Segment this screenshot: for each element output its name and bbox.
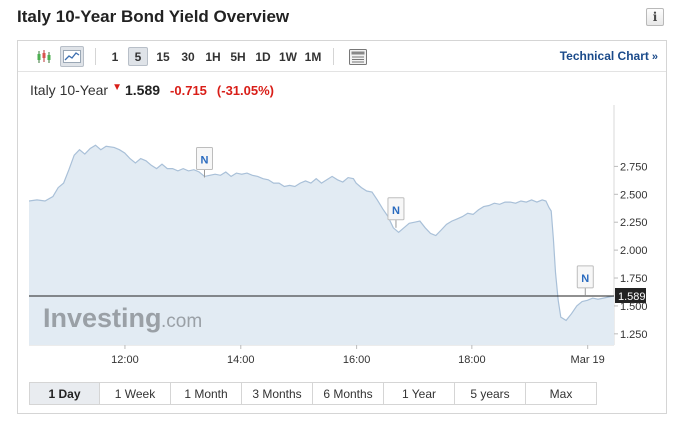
page-title: Italy 10-Year Bond Yield Overview <box>17 7 290 26</box>
watermark-brand: Investing <box>43 303 162 333</box>
area-chart-icon[interactable] <box>60 46 84 67</box>
instrument-name: Italy 10-Year <box>30 82 109 98</box>
candlestick-icon[interactable] <box>32 46 56 67</box>
yield-chart[interactable]: Investing .com 1.589 N N N 2.750 2.500 2.250… <box>29 105 657 381</box>
x-tick-label: 18:00 <box>458 354 486 366</box>
y-tick-label: 1.500 <box>620 301 648 313</box>
price-change-percent: (-31.05%) <box>216 83 274 98</box>
range-1w[interactable]: 1W <box>279 49 297 64</box>
x-tick-label: 14:00 <box>227 354 255 366</box>
range-5h[interactable]: 5H <box>230 49 246 64</box>
range-5[interactable]: 5 <box>128 47 148 66</box>
series-line <box>29 144 615 322</box>
watermark-suffix: .com <box>161 311 202 332</box>
table-view-icon[interactable] <box>346 46 370 67</box>
chart-toolbar: 1 5 15 30 1H 5H 1D 1W 1M Technical Chart… <box>18 41 666 72</box>
y-tick-label: 2.750 <box>620 161 648 173</box>
period-max[interactable]: Max <box>525 382 597 405</box>
news-marker[interactable]: N <box>576 265 594 296</box>
chevron-right-icon: » <box>651 51 658 63</box>
series-area <box>29 145 614 345</box>
y-tick-label: 2.250 <box>620 217 648 229</box>
chart-widget: 1 5 15 30 1H 5H 1D 1W 1M Technical Chart… <box>17 40 667 414</box>
last-price: 1.589 <box>125 82 161 98</box>
period-1-week[interactable]: 1 Week <box>99 382 171 405</box>
news-marker-label: N <box>201 155 209 167</box>
toolbar-divider <box>95 48 96 65</box>
y-tick-label: 2.000 <box>620 245 648 257</box>
news-marker[interactable]: N <box>196 147 213 178</box>
period-3-months[interactable]: 3 Months <box>241 382 313 405</box>
period-5-years[interactable]: 5 years <box>454 382 526 405</box>
down-arrow-icon: ▼ <box>112 82 122 93</box>
toolbar-divider <box>333 48 334 65</box>
period-6-months[interactable]: 6 Months <box>312 382 384 405</box>
range-30[interactable]: 30 <box>181 49 195 64</box>
period-selector: 1 Day 1 Week 1 Month 3 Months 6 Months 1… <box>29 382 597 405</box>
price-change: -0.715 <box>170 83 207 98</box>
news-marker-label: N <box>581 273 589 285</box>
period-1-month[interactable]: 1 Month <box>170 382 242 405</box>
news-marker[interactable]: N <box>387 197 405 228</box>
period-1-day[interactable]: 1 Day <box>29 382 100 405</box>
y-tick-label: 1.750 <box>620 273 648 285</box>
technical-chart-label: Technical Chart <box>559 49 649 63</box>
range-1[interactable]: 1 <box>111 49 119 64</box>
quote-header: Italy 10-Year ▼ 1.589 -0.715 (-31.05%) <box>30 82 274 98</box>
period-1-year[interactable]: 1 Year <box>383 382 455 405</box>
range-1d[interactable]: 1D <box>255 49 271 64</box>
info-button[interactable]: i <box>646 8 664 26</box>
y-tick-label: 1.250 <box>620 329 648 341</box>
investing-watermark: Investing .com <box>43 303 202 333</box>
x-tick-label: 12:00 <box>111 354 139 366</box>
range-1h[interactable]: 1H <box>205 49 221 64</box>
current-value-label: 1.589 <box>615 287 646 303</box>
technical-chart-link[interactable]: Technical Chart» <box>560 49 658 63</box>
x-tick-label: 16:00 <box>343 354 371 366</box>
news-marker-label: N <box>392 205 400 217</box>
y-tick-label: 2.500 <box>620 189 648 201</box>
x-tick-label: Mar 19 <box>571 354 605 366</box>
range-1m[interactable]: 1M <box>304 49 322 64</box>
range-15[interactable]: 15 <box>156 49 170 64</box>
current-value-text: 1.589 <box>618 291 646 303</box>
